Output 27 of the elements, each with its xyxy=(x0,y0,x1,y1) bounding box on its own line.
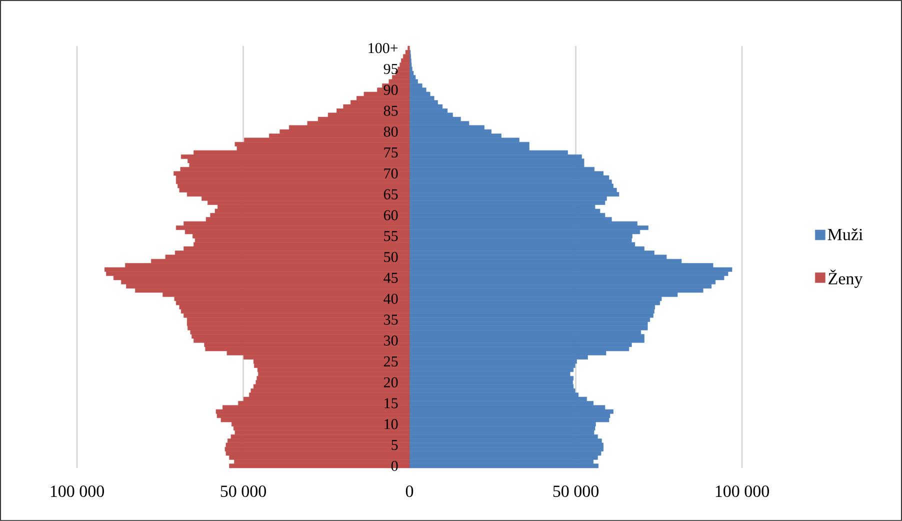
y-tick-label: 40 xyxy=(384,294,398,304)
y-tick-label: 65 xyxy=(384,189,398,200)
y-tick-label: 80 xyxy=(384,126,398,137)
x-tick-label: 50 000 xyxy=(553,486,598,497)
x-tick-label: 100 000 xyxy=(50,486,104,497)
y-tick-label: 30 xyxy=(384,335,398,346)
y-tick-label: 95 xyxy=(384,64,398,74)
y-tick-label: 55 xyxy=(384,231,398,242)
y-tick-label: 50 xyxy=(384,252,398,262)
y-tick-label: 100+ xyxy=(368,43,398,54)
y-tick-label: 70 xyxy=(384,168,398,178)
y-tick-label: 15 xyxy=(384,398,398,408)
y-tick-label: 10 xyxy=(384,419,398,430)
y-tick-label: 75 xyxy=(384,148,398,158)
y-tick-label: 90 xyxy=(384,84,398,95)
legend-label: Muži xyxy=(828,228,863,240)
x-tick-label: 100 000 xyxy=(716,486,769,497)
y-tick-label: 60 xyxy=(384,210,398,220)
y-tick-label: 85 xyxy=(384,106,398,116)
x-tick-label: 0 xyxy=(406,486,414,497)
y-tick-label: 25 xyxy=(384,356,398,366)
y-tick-label: 45 xyxy=(384,272,398,283)
x-tick-label: 50 000 xyxy=(220,486,266,497)
legend-label: Ženy xyxy=(828,270,863,288)
y-tick-label: 20 xyxy=(384,377,398,388)
y-tick-label: 35 xyxy=(384,314,398,325)
y-tick-label: 5 xyxy=(392,440,398,450)
